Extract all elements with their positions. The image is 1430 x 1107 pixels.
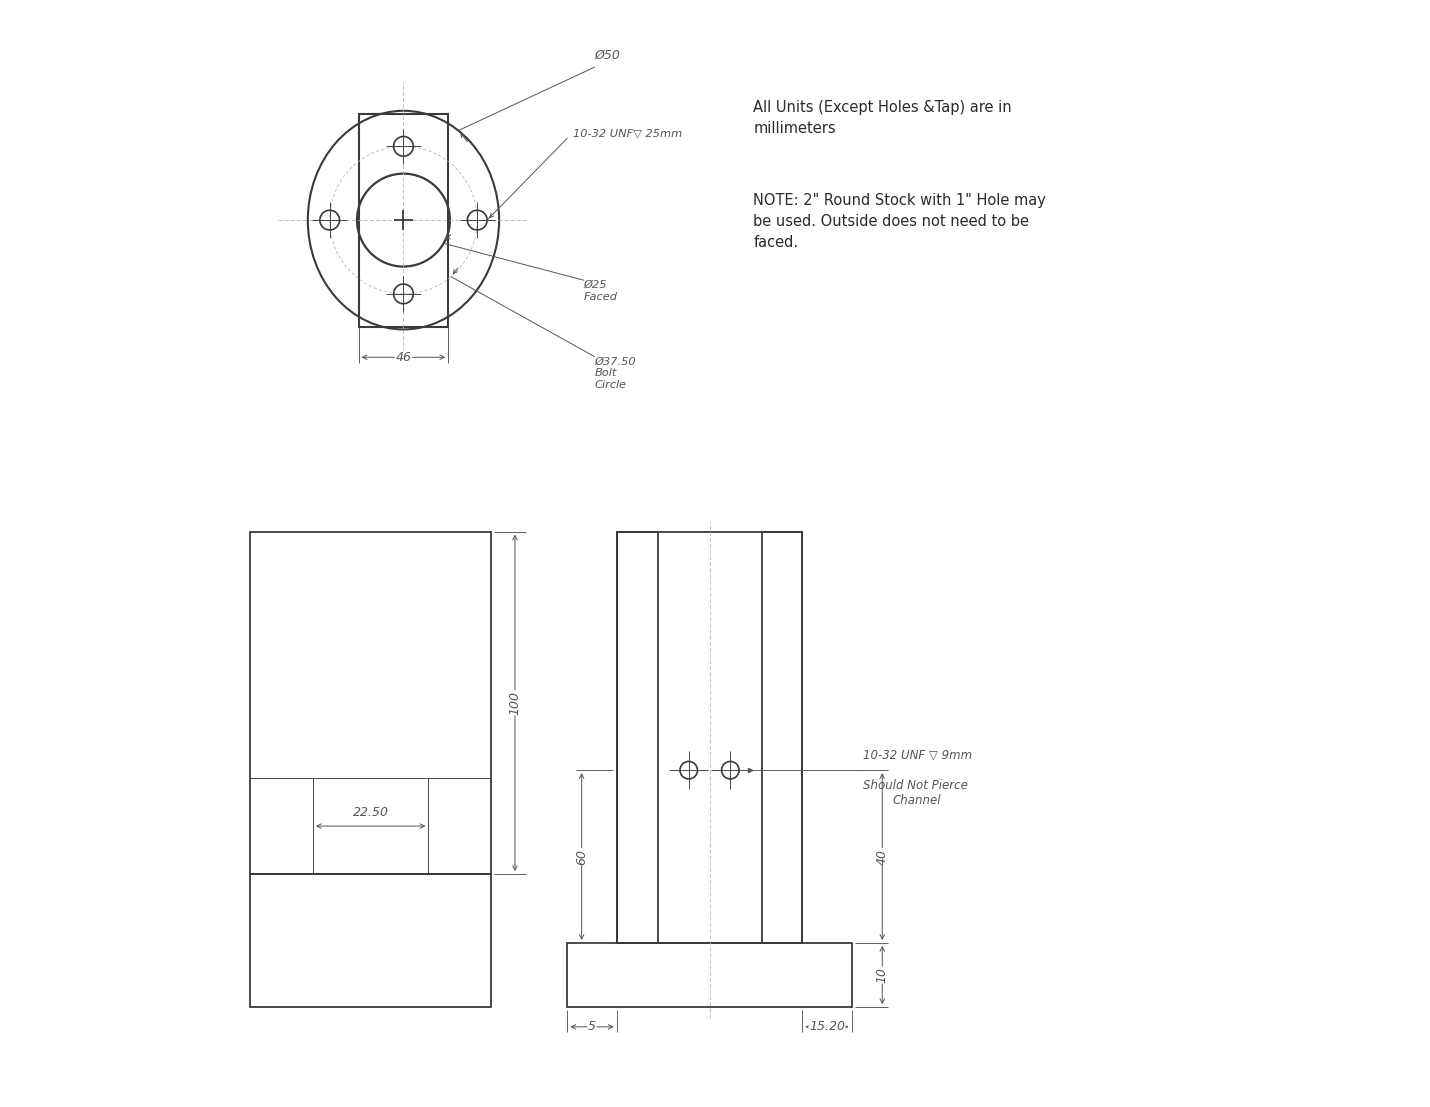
Text: 10: 10 <box>875 968 889 983</box>
Text: 5: 5 <box>588 1021 596 1033</box>
Bar <box>250 531 490 875</box>
Text: 60: 60 <box>575 849 588 865</box>
Text: All Units (Except Holes &Tap) are in
millimeters: All Units (Except Holes &Tap) are in mil… <box>754 100 1012 136</box>
Text: 40: 40 <box>875 849 889 865</box>
Text: Channel: Channel <box>892 794 941 807</box>
Text: 15.20: 15.20 <box>809 1021 845 1033</box>
Text: 10-32 UNF ▽ 9mm: 10-32 UNF ▽ 9mm <box>862 748 972 762</box>
Text: 10-32 UNF▽ 25mm: 10-32 UNF▽ 25mm <box>573 128 682 138</box>
Text: 46: 46 <box>396 351 412 364</box>
Text: 22.50: 22.50 <box>353 807 389 819</box>
Text: NOTE: 2" Round Stock with 1" Hole may
be used. Outside does not need to be
faced: NOTE: 2" Round Stock with 1" Hole may be… <box>754 193 1047 250</box>
Text: 100: 100 <box>509 691 522 715</box>
Bar <box>359 114 448 327</box>
Text: Ø50: Ø50 <box>595 49 621 62</box>
Bar <box>568 943 852 1007</box>
Bar <box>616 531 802 943</box>
Text: Ø25
Faced: Ø25 Faced <box>583 280 618 302</box>
Text: Should Not Pierce: Should Not Pierce <box>862 779 968 792</box>
Bar <box>616 531 658 943</box>
Bar <box>762 531 802 943</box>
Bar <box>250 875 490 1007</box>
Text: Ø37.50
Bolt
Circle: Ø37.50 Bolt Circle <box>595 356 636 390</box>
